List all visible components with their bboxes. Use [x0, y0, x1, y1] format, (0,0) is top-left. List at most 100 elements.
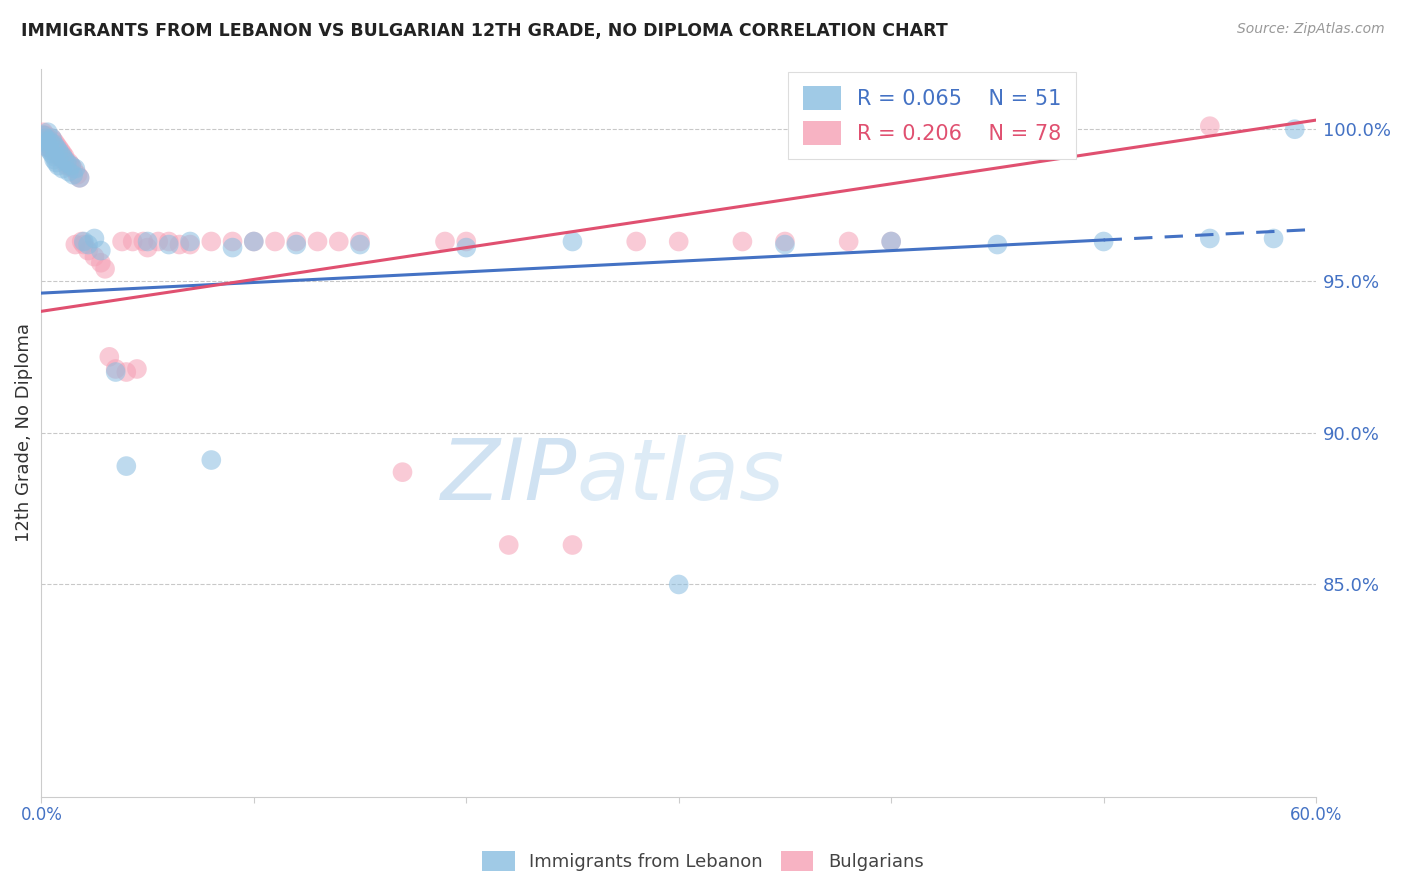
Point [69, 170, 91, 185]
Point [125, 362, 148, 376]
Point [38, 140, 60, 154]
Point [115, 459, 138, 474]
Point [773, 235, 796, 249]
Point [32, 125, 55, 139]
Point [880, 235, 903, 249]
Point [38, 144, 60, 158]
Point [498, 538, 520, 552]
Text: atlas: atlas [576, 435, 785, 518]
Point [62, 168, 84, 182]
Point [243, 235, 266, 249]
Point [37, 140, 59, 154]
Point [880, 235, 903, 249]
Point [45, 137, 67, 152]
Point [169, 237, 191, 252]
Point [37, 140, 59, 154]
Point [56, 159, 79, 173]
Point [58, 155, 80, 169]
Point [42, 144, 65, 158]
Point [1092, 235, 1115, 249]
Point [32, 128, 55, 143]
Point [65, 237, 87, 252]
Point [42, 140, 65, 154]
Point [668, 235, 690, 249]
Point [42, 149, 65, 163]
Point [38, 134, 60, 148]
Point [838, 235, 860, 249]
Point [111, 235, 134, 249]
Point [37, 131, 59, 145]
Point [34, 131, 56, 145]
Point [561, 235, 583, 249]
Point [221, 241, 243, 255]
Point [83, 231, 105, 245]
Point [52, 153, 75, 167]
Point [179, 235, 201, 249]
Point [104, 362, 127, 376]
Point [66, 168, 89, 182]
Point [349, 237, 371, 252]
Point [200, 235, 222, 249]
Point [58, 164, 80, 178]
Point [49, 144, 72, 158]
Text: ZIP: ZIP [440, 435, 576, 518]
Point [328, 235, 350, 249]
Point [561, 538, 583, 552]
Text: IMMIGRANTS FROM LEBANON VS BULGARIAN 12TH GRADE, NO DIPLOMA CORRELATION CHART: IMMIGRANTS FROM LEBANON VS BULGARIAN 12T… [21, 22, 948, 40]
Point [41, 131, 63, 145]
Point [200, 453, 222, 467]
Text: 60.0%: 60.0% [1289, 806, 1343, 824]
Point [285, 235, 308, 249]
Point [94, 261, 117, 276]
Point [53, 153, 76, 167]
Point [104, 365, 127, 379]
Point [38, 134, 60, 148]
Point [307, 235, 329, 249]
Point [46, 159, 69, 173]
Point [73, 235, 96, 249]
Point [60, 159, 83, 173]
Point [37, 134, 59, 148]
Point [34, 128, 56, 143]
Point [285, 237, 308, 252]
Point [62, 161, 84, 176]
Point [41, 146, 63, 161]
Point [136, 241, 159, 255]
Point [56, 155, 79, 169]
Point [37, 137, 59, 152]
Point [731, 235, 754, 249]
Point [391, 465, 413, 479]
Point [42, 137, 65, 152]
Point [90, 256, 112, 270]
Point [1284, 122, 1306, 136]
Point [773, 237, 796, 252]
Point [65, 161, 87, 176]
Point [264, 235, 287, 249]
Point [45, 144, 67, 158]
Point [56, 155, 79, 169]
Point [1198, 231, 1220, 245]
Point [32, 128, 55, 143]
Point [45, 155, 67, 169]
Point [77, 244, 100, 258]
Point [46, 140, 69, 154]
Point [1263, 231, 1285, 245]
Point [456, 235, 478, 249]
Point [115, 365, 138, 379]
Point [98, 350, 121, 364]
Point [34, 131, 56, 145]
Point [41, 131, 63, 145]
Point [73, 237, 96, 252]
Point [38, 137, 60, 152]
Legend: Immigrants from Lebanon, Bulgarians: Immigrants from Lebanon, Bulgarians [475, 844, 931, 879]
Point [52, 149, 75, 163]
Point [45, 146, 67, 161]
Point [69, 170, 91, 185]
Point [41, 137, 63, 152]
Point [624, 235, 647, 249]
Point [668, 577, 690, 591]
Point [148, 235, 170, 249]
Point [53, 149, 76, 163]
Point [52, 161, 75, 176]
Point [41, 144, 63, 158]
